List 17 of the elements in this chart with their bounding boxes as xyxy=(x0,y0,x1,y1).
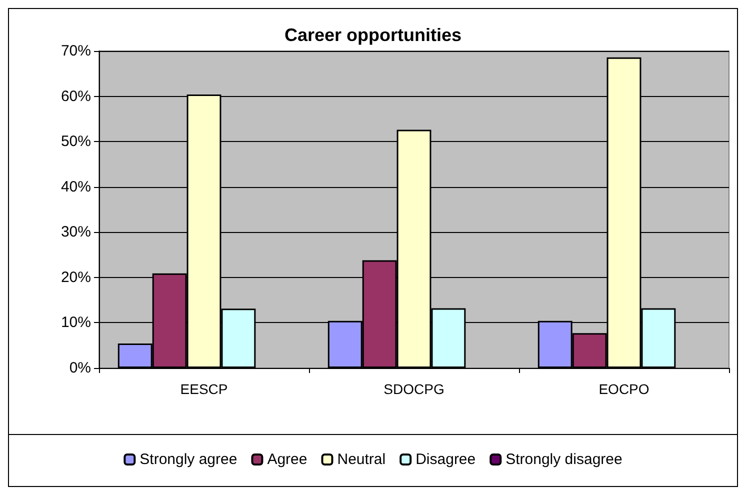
y-tick-label: 60% xyxy=(60,88,91,105)
y-tick-label: 70% xyxy=(60,42,91,60)
y-tick-label: 50% xyxy=(60,133,91,150)
legend-label: Strongly disagree xyxy=(506,451,622,468)
chart-title: Career opportunities xyxy=(284,25,462,45)
legend-label: Neutral xyxy=(337,451,386,468)
x-tick-label: EESCP xyxy=(180,381,228,397)
y-tick-label: 0% xyxy=(69,360,91,376)
y-tick-label: 40% xyxy=(60,178,91,196)
x-tick-label: EOCPO xyxy=(598,381,650,397)
x-tick-label: SDOCPG xyxy=(384,381,444,397)
legend-label: Strongly agree xyxy=(140,451,238,468)
y-tick-label: 30% xyxy=(60,224,91,241)
y-tick-label: 10% xyxy=(60,314,91,332)
y-tick-label: 20% xyxy=(60,268,91,286)
legend-label: Disagree xyxy=(416,451,476,468)
legend-label: Agree xyxy=(267,451,308,468)
